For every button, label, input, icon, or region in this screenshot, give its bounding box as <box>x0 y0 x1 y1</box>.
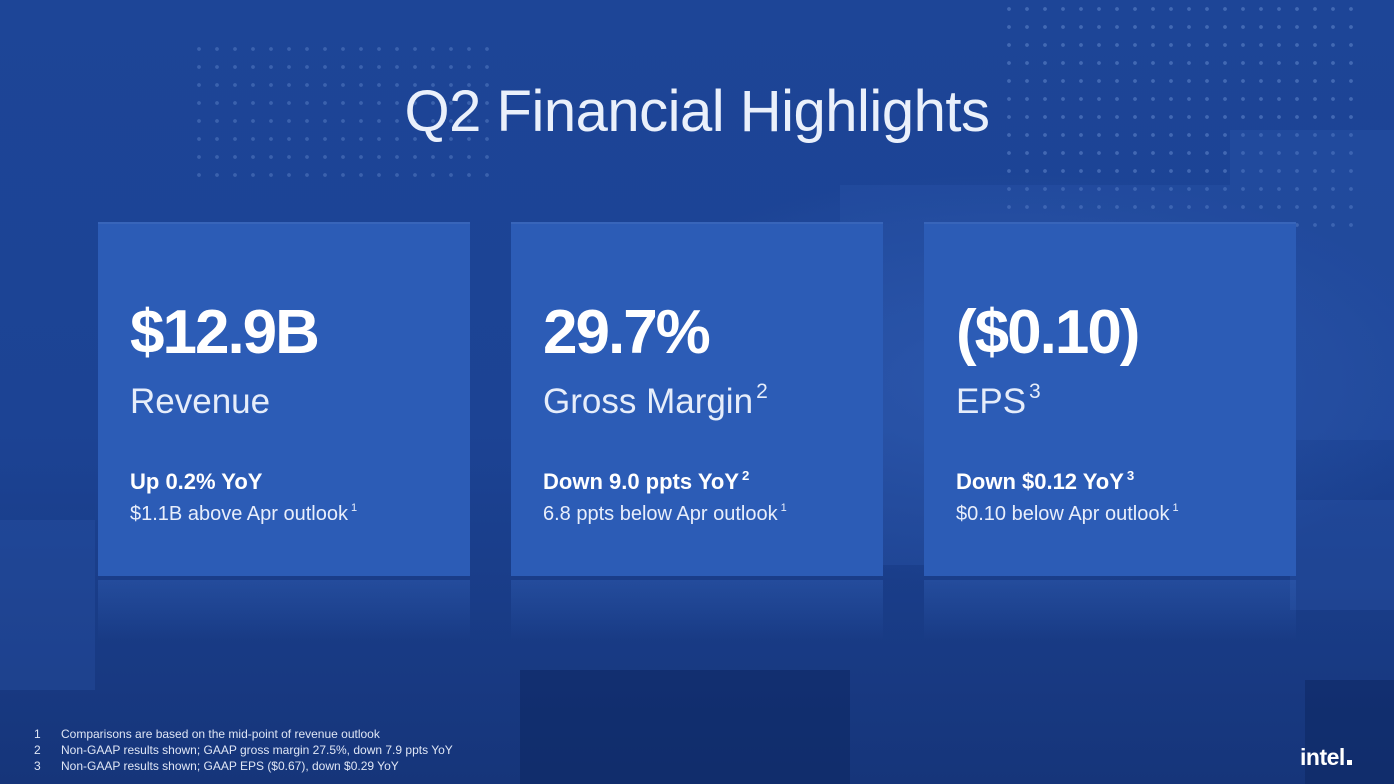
footnote-ref: 2 <box>742 468 750 484</box>
footnote-number: 1 <box>34 727 41 741</box>
gross-margin-outlook-text: 6.8 ppts below Apr outlook <box>543 503 778 525</box>
gross-margin-label: Gross Margin 2 <box>543 381 768 421</box>
footnote-text: Non-GAAP results shown; GAAP EPS ($0.67)… <box>61 759 399 773</box>
gross-margin-outlook: 6.8 ppts below Apr outlook 1 <box>543 501 787 525</box>
revenue-change-text: Up 0.2% YoY <box>130 469 263 494</box>
background-dark-square <box>520 670 850 784</box>
footnote-number: 3 <box>34 759 41 773</box>
intel-logo-text: intel <box>1300 744 1345 770</box>
gross-margin-change-text: Down 9.0 ppts YoY <box>543 469 739 494</box>
footnote-text: Non-GAAP results shown; GAAP gross margi… <box>61 743 453 757</box>
revenue-change: Up 0.2% YoY <box>130 471 262 493</box>
slide-title: Q2 Financial Highlights <box>404 79 990 144</box>
footnote-number: 2 <box>34 743 41 757</box>
footnotes: 1 Comparisons are based on the mid-point… <box>34 726 453 774</box>
revenue-card: $12.9B Revenue Up 0.2% YoY $1.1B above A… <box>98 222 470 576</box>
footnote-text: Comparisons are based on the mid-point o… <box>61 727 380 741</box>
eps-outlook: $0.10 below Apr outlook 1 <box>956 501 1179 525</box>
eps-label-text: EPS <box>956 382 1027 421</box>
eps-change: Down $0.12 YoY 3 <box>956 468 1135 494</box>
footnote-item: 3 Non-GAAP results shown; GAAP EPS ($0.6… <box>34 758 453 774</box>
background-dark-square <box>1305 680 1394 784</box>
dot-pattern-left <box>190 40 490 190</box>
revenue-outlook-text: $1.1B above Apr outlook <box>130 503 348 525</box>
logo-dot <box>1346 760 1352 765</box>
footnote-ref: 3 <box>1029 379 1041 403</box>
footnote-ref: 2 <box>756 379 768 403</box>
background-square <box>0 520 95 690</box>
footnote-ref: 1 <box>1172 501 1179 514</box>
eps-value: ($0.10) <box>956 298 1140 367</box>
footnote-ref: 1 <box>780 501 787 514</box>
gross-margin-change: Down 9.0 ppts YoY 2 <box>543 468 750 494</box>
revenue-value: $12.9B <box>130 298 320 367</box>
gross-margin-card: 29.7% Gross Margin 2 Down 9.0 ppts YoY 2 6… <box>511 222 883 576</box>
card-reflection <box>924 580 1296 640</box>
footnote-ref: 1 <box>350 501 358 514</box>
card-reflection <box>98 580 470 640</box>
revenue-label-text: Revenue <box>130 382 271 421</box>
card-reflection <box>511 580 883 640</box>
eps-change-text: Down $0.12 YoY <box>956 469 1124 494</box>
eps-card: ($0.10) EPS 3 Down $0.12 YoY 3 $0.10 below… <box>924 222 1296 576</box>
eps-label: EPS 3 <box>956 381 1041 421</box>
gross-margin-value: 29.7% <box>543 298 711 367</box>
revenue-label: Revenue <box>130 384 270 419</box>
footnote-item: 1 Comparisons are based on the mid-point… <box>34 726 453 742</box>
eps-outlook-text: $0.10 below Apr outlook <box>956 503 1170 525</box>
intel-logo: intel <box>1300 744 1352 771</box>
footnote-item: 2 Non-GAAP results shown; GAAP gross mar… <box>34 742 453 758</box>
background-square <box>1290 500 1394 610</box>
revenue-outlook: $1.1B above Apr outlook 1 <box>130 501 358 525</box>
gross-margin-label-text: Gross Margin <box>543 382 754 421</box>
dot-pattern-right <box>1000 0 1360 240</box>
footnote-ref: 3 <box>1126 468 1135 484</box>
